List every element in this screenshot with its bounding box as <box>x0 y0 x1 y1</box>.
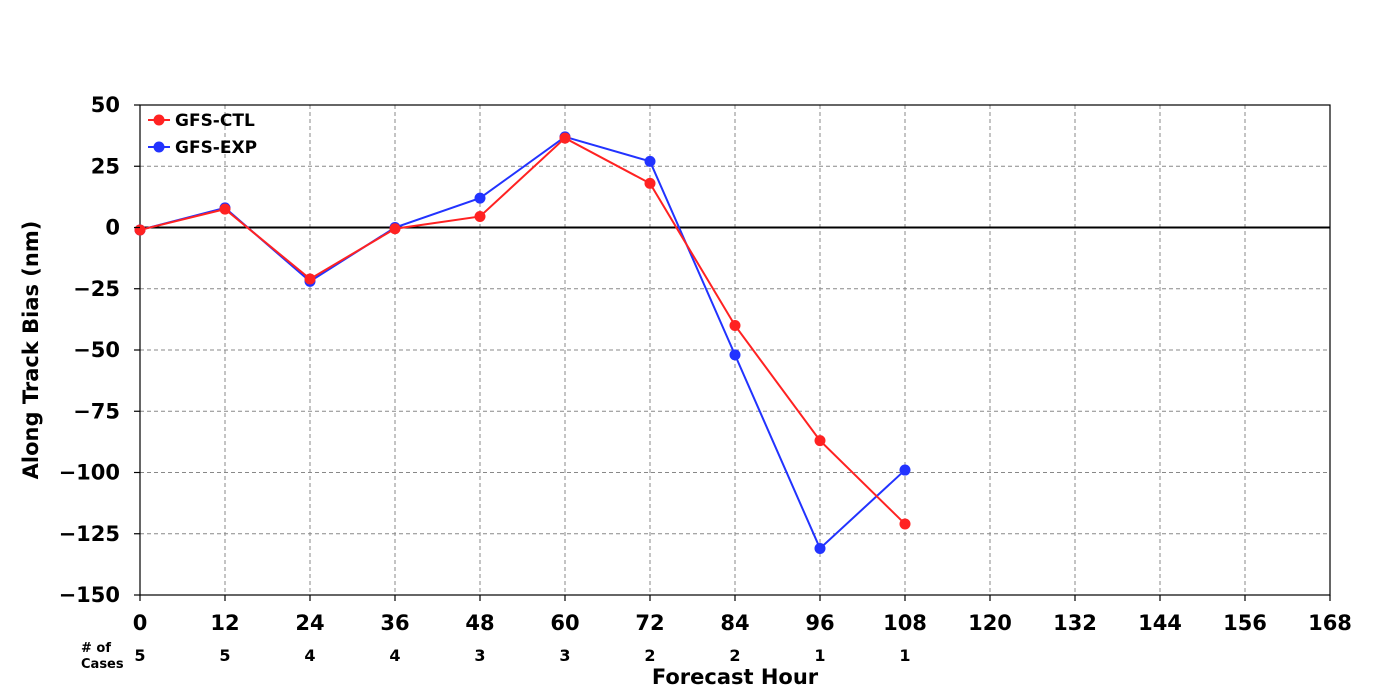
series-line-gfs-ctl <box>139 136 906 525</box>
data-series <box>134 131 911 554</box>
x-tick-label: 108 <box>883 611 927 635</box>
x-axis-ticks: 0 12 24 36 48 60 72 84 96 108 120 132 144 156 168 <box>133 595 1352 635</box>
legend-label-exp: GFS-EXP <box>175 138 257 158</box>
x-tick-label: 72 <box>635 611 664 635</box>
x-tick-label: 132 <box>1053 611 1097 635</box>
data-point-gfs-ctl <box>899 518 911 530</box>
x-tick-label: 156 <box>1223 611 1267 635</box>
x-tick-label: 12 <box>210 611 239 635</box>
case-count: 2 <box>729 646 740 665</box>
legend-marker-exp <box>153 141 165 153</box>
x-tick-label: 0 <box>133 611 148 635</box>
x-tick-label: 144 <box>1138 611 1182 635</box>
cases-label-line2: Cases <box>81 657 124 672</box>
y-tick-label: −75 <box>73 399 120 423</box>
data-point-gfs-exp <box>474 192 486 204</box>
y-tick-label: −150 <box>59 583 120 607</box>
y-tick-label: 50 <box>91 93 120 117</box>
data-point-gfs-exp <box>899 464 911 476</box>
y-tick-label: −100 <box>59 461 120 485</box>
case-count: 5 <box>219 646 230 665</box>
cases-label-line1: # of <box>81 641 111 656</box>
case-count: 1 <box>814 646 825 665</box>
data-point-gfs-ctl <box>304 273 316 285</box>
series-line-gfs-exp <box>139 135 906 551</box>
case-count: 1 <box>899 646 910 665</box>
legend: GFS-CTL GFS-EXP <box>148 111 257 158</box>
y-tick-label: −25 <box>73 277 120 301</box>
case-count: 3 <box>474 646 485 665</box>
y-tick-label: −50 <box>73 338 120 362</box>
data-point-gfs-ctl <box>219 203 231 215</box>
x-tick-label: 60 <box>550 611 579 635</box>
x-tick-label: 168 <box>1308 611 1352 635</box>
data-point-gfs-ctl <box>729 320 741 331</box>
x-tick-label: 84 <box>720 611 749 635</box>
case-count: 3 <box>559 646 570 665</box>
data-point-gfs-ctl <box>814 435 826 447</box>
x-tick-label: 24 <box>295 611 324 635</box>
data-point-gfs-exp <box>814 542 826 554</box>
case-count: 5 <box>134 646 145 665</box>
legend-marker-ctl <box>153 114 165 126</box>
x-tick-label: 48 <box>465 611 494 635</box>
case-count: 4 <box>389 646 400 665</box>
x-tick-label: 36 <box>380 611 409 635</box>
case-count: 2 <box>644 646 655 665</box>
y-tick-label: 25 <box>91 154 120 178</box>
grid-lines <box>140 105 1330 595</box>
y-tick-label: 0 <box>105 216 120 240</box>
x-axis-title: Forecast Hour <box>652 665 819 689</box>
case-counts-row: # of Cases 5 5 4 4 3 3 2 2 1 1 <box>81 641 911 672</box>
case-count: 4 <box>304 646 315 665</box>
data-point-gfs-exp <box>644 155 656 167</box>
x-tick-label: 96 <box>805 611 834 635</box>
data-point-gfs-exp <box>729 349 741 361</box>
data-point-gfs-ctl <box>474 210 486 222</box>
data-point-gfs-ctl <box>559 132 571 144</box>
x-tick-label: 120 <box>968 611 1012 635</box>
y-axis-title: Along Track Bias (nm) <box>19 221 43 480</box>
y-axis-ticks: 50 25 0 −25 −50 −75 −100 −125 −150 <box>59 93 140 607</box>
data-point-gfs-ctl <box>134 224 146 236</box>
data-point-gfs-ctl <box>389 223 401 235</box>
y-tick-label: −125 <box>59 522 120 546</box>
legend-label-ctl: GFS-CTL <box>175 111 255 131</box>
data-point-gfs-ctl <box>644 177 656 189</box>
